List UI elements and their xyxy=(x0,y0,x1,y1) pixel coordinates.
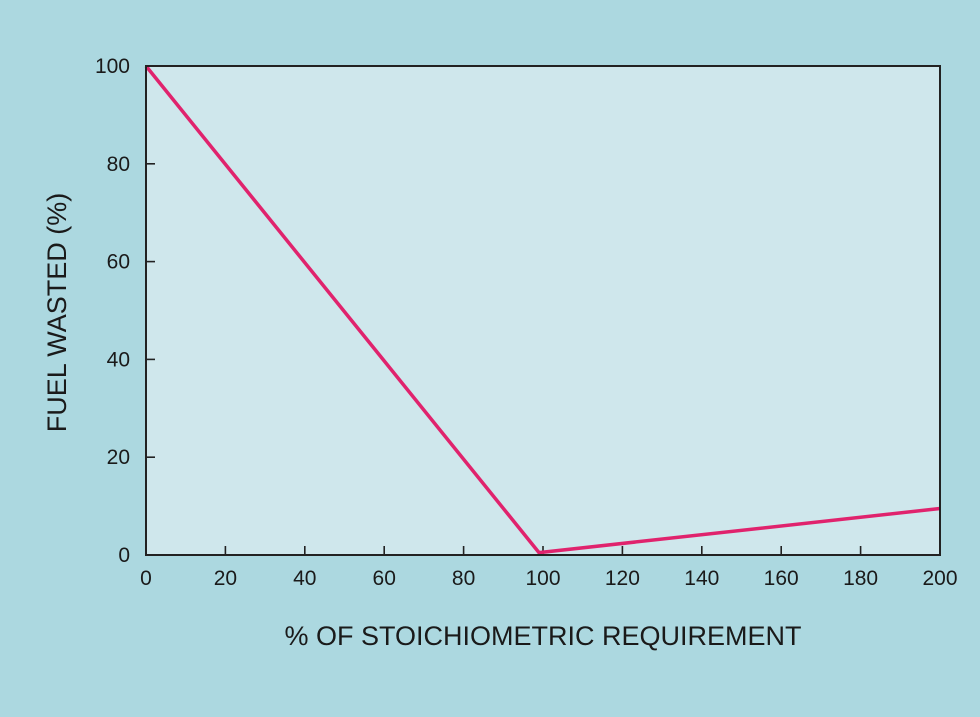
x-tick-label: 100 xyxy=(525,567,560,590)
x-tick-label: 160 xyxy=(764,567,799,590)
y-tick-label: 20 xyxy=(107,446,130,469)
x-axis-ticks: 0 20 40 60 80 100 120 140 160 180 200 xyxy=(140,546,958,590)
x-tick-label: 0 xyxy=(140,567,152,590)
y-tick-label: 60 xyxy=(107,251,130,274)
x-tick-label: 140 xyxy=(684,567,719,590)
x-tick-label: 80 xyxy=(452,567,475,590)
y-tick-label: 40 xyxy=(107,348,130,371)
y-axis-ticks: 0 20 40 60 80 100 xyxy=(95,55,155,567)
y-axis-label: FUEL WASTED (%) xyxy=(42,193,72,433)
plot-frame xyxy=(145,65,941,556)
x-tick-label: 60 xyxy=(373,567,396,590)
x-tick-label: 180 xyxy=(843,567,878,590)
y-tick-label: 0 xyxy=(118,544,130,567)
x-tick-label: 120 xyxy=(605,567,640,590)
plot-area xyxy=(146,66,940,555)
y-tick-label: 80 xyxy=(107,153,130,176)
x-tick-label: 200 xyxy=(922,567,957,590)
series-layer xyxy=(144,64,941,555)
y-tick-label: 100 xyxy=(95,55,130,78)
x-tick-label: 40 xyxy=(293,567,316,590)
x-tick-label: 20 xyxy=(214,567,237,590)
x-axis-label: % OF STOICHIOMETRIC REQUIREMENT xyxy=(284,621,801,651)
series-line xyxy=(144,64,941,555)
